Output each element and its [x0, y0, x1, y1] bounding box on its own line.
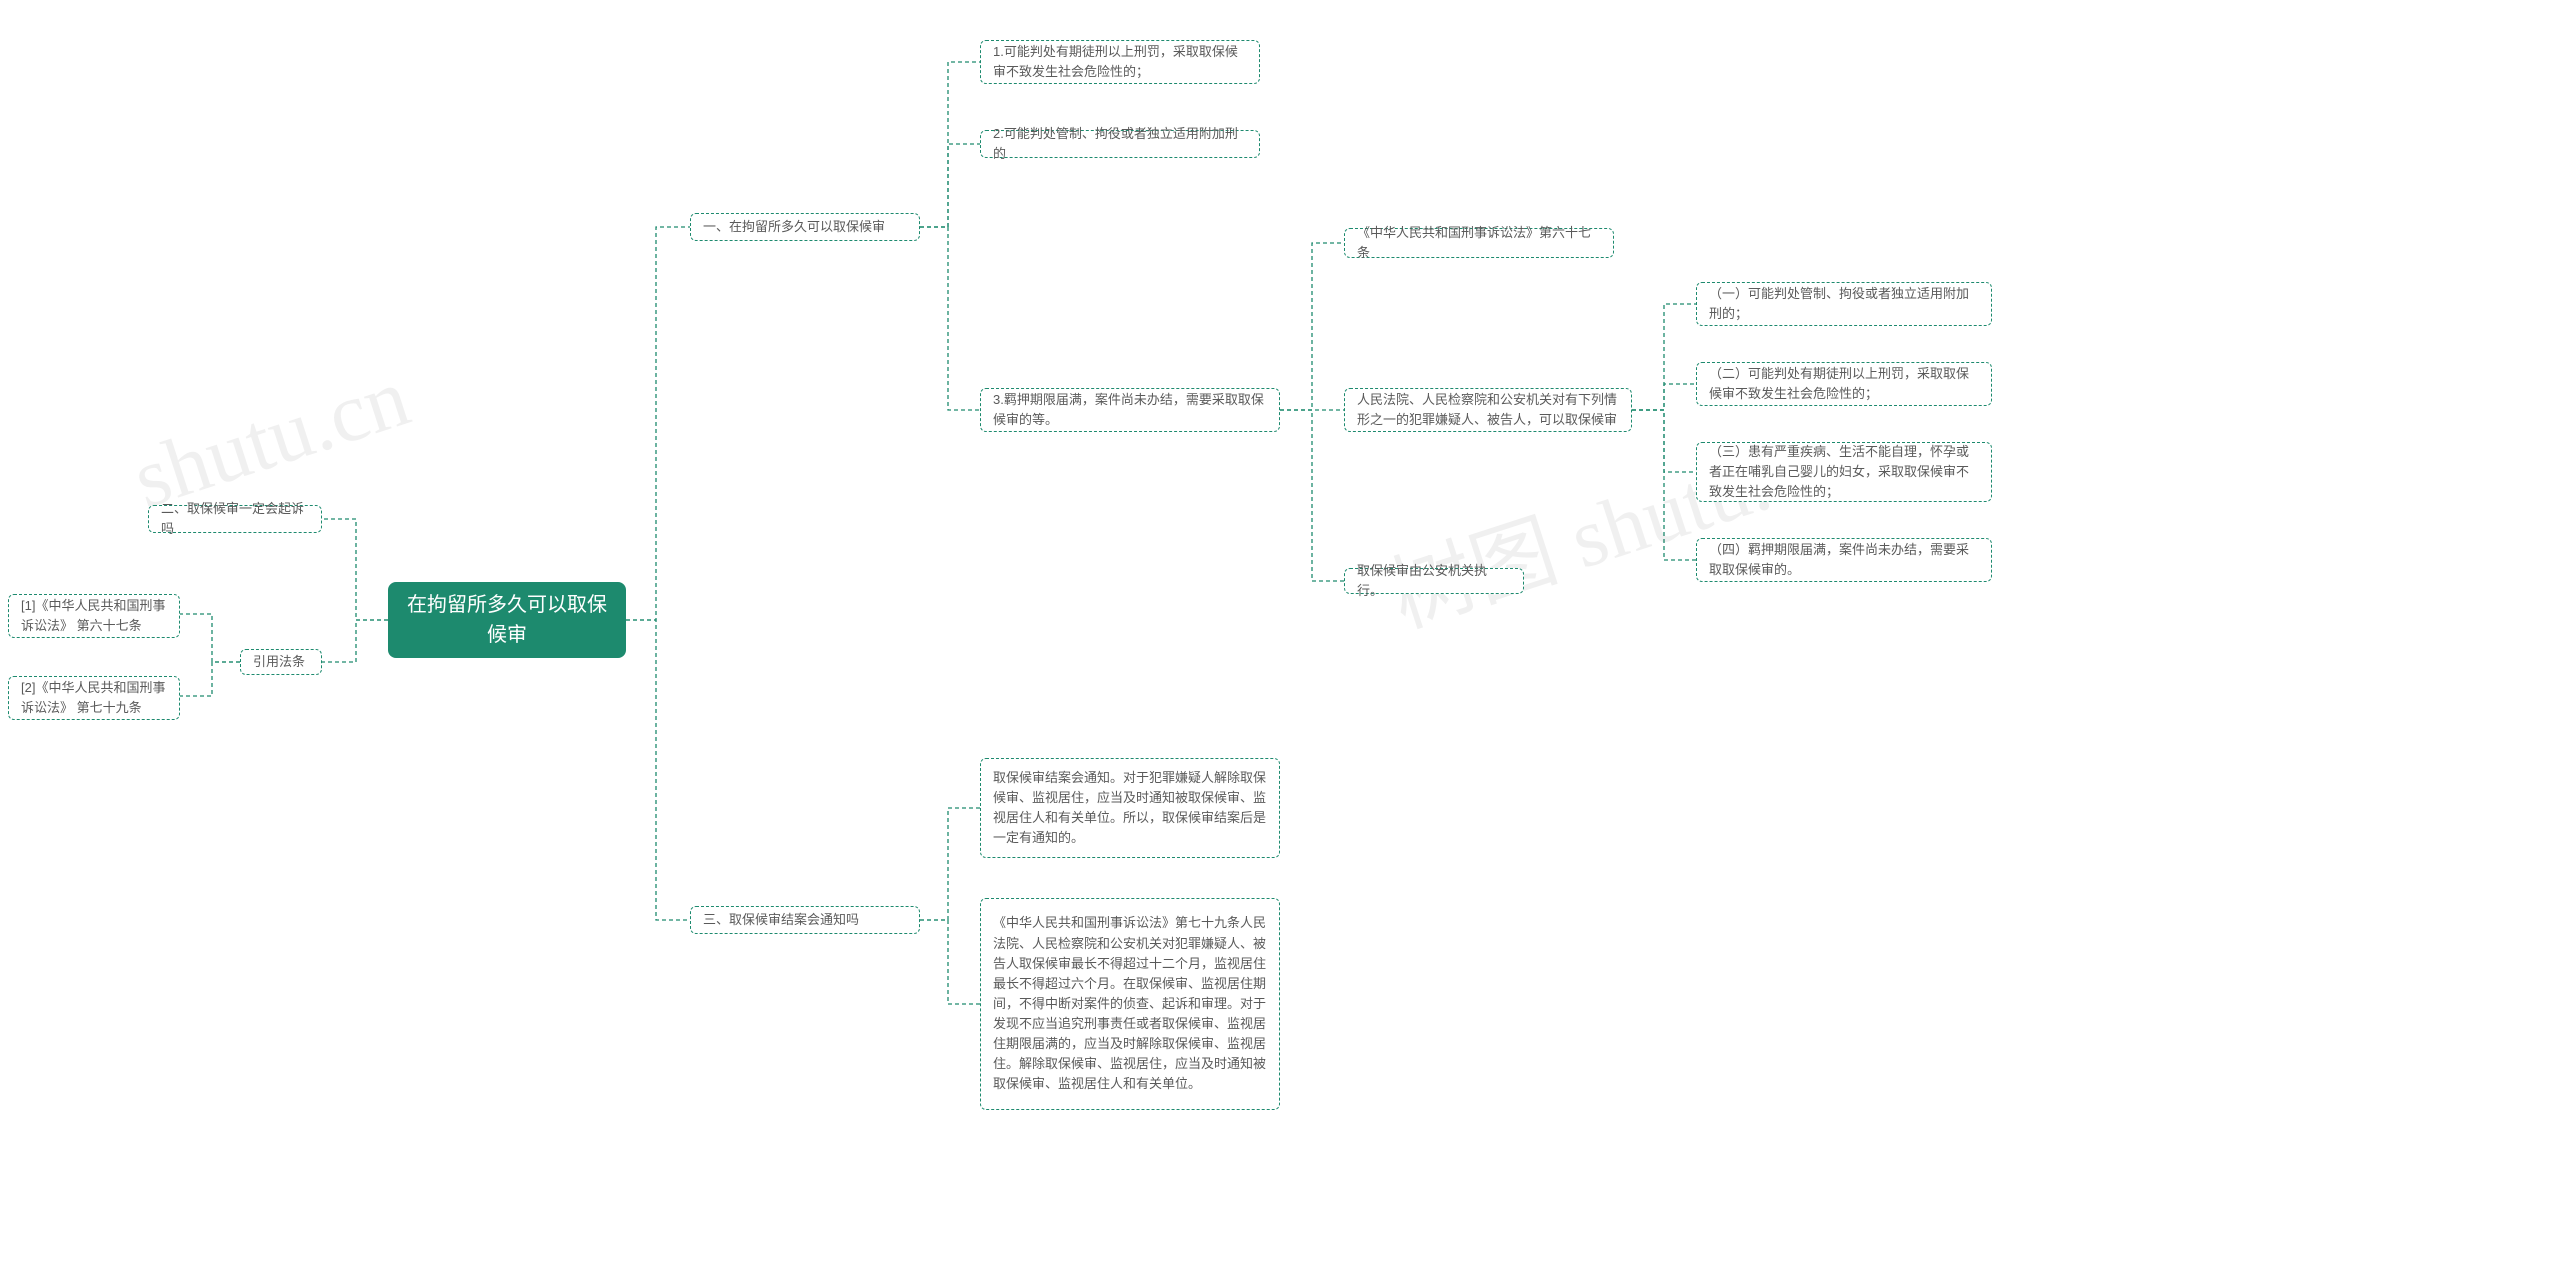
branch-b2: 二、取保候审一定会起诉吗: [148, 505, 322, 533]
c2-d4: （四）羁押期限届满，案件尚未办结，需要采取取保候审的。: [1696, 538, 1992, 582]
c2-d1: （一）可能判处管制、拘役或者独立适用附加刑的；: [1696, 282, 1992, 326]
branch-refs: 引用法条: [240, 649, 322, 675]
branch-b3: 三、取保候审结案会通知吗: [690, 906, 920, 934]
branch-b1: 一、在拘留所多久可以取保候审: [690, 213, 920, 241]
b1-i3-c3: 取保候审由公安机关执行。: [1344, 568, 1524, 594]
c2-d2: （二）可能判处有期徒刑以上刑罚，采取取保候审不致发生社会危险性的；: [1696, 362, 1992, 406]
ref-1: [1]《中华人民共和国刑事诉讼法》 第六十七条: [8, 594, 180, 638]
ref-2: [2]《中华人民共和国刑事诉讼法》 第七十九条: [8, 676, 180, 720]
b1-i1: 1.可能判处有期徒刑以上刑罚，采取取保候审不致发生社会危险性的；: [980, 40, 1260, 84]
c2-d3: （三）患有严重疾病、生活不能自理，怀孕或者正在哺乳自己婴儿的妇女，采取取保候审不…: [1696, 442, 1992, 502]
root-node: 在拘留所多久可以取保候审: [388, 582, 626, 658]
b3-p2: 《中华人民共和国刑事诉讼法》第七十九条人民法院、人民检察院和公安机关对犯罪嫌疑人…: [980, 898, 1280, 1110]
b1-i2: 2.可能判处管制、拘役或者独立适用附加刑的: [980, 130, 1260, 158]
b1-i3: 3.羁押期限届满，案件尚未办结，需要采取取保候审的等。: [980, 388, 1280, 432]
b3-p1: 取保候审结案会通知。对于犯罪嫌疑人解除取保候审、监视居住，应当及时通知被取保候审…: [980, 758, 1280, 858]
b1-i3-c1: 《中华人民共和国刑事诉讼法》第六十七条: [1344, 228, 1614, 258]
edges-layer: [0, 0, 2560, 1273]
b1-i3-c2: 人民法院、人民检察院和公安机关对有下列情形之一的犯罪嫌疑人、被告人，可以取保候审: [1344, 388, 1632, 432]
